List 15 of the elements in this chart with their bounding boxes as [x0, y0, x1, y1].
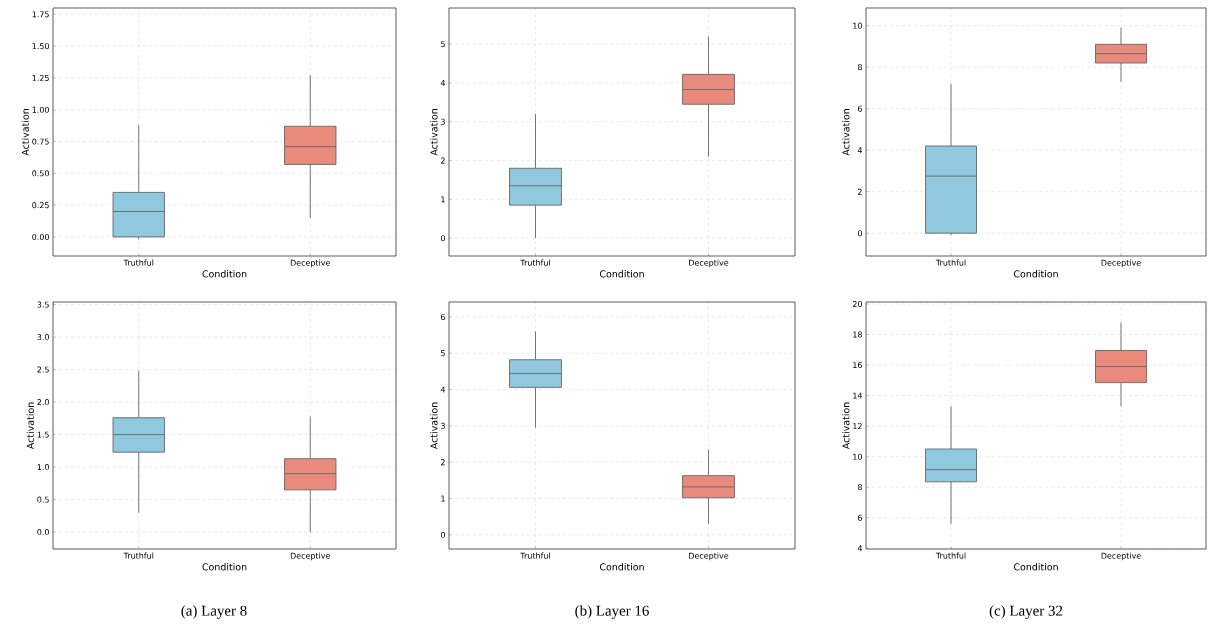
- x-axis-title: Condition: [599, 270, 644, 278]
- text: (b) Layer 16: [575, 605, 649, 619]
- y-axis-title: Activation: [21, 109, 29, 156]
- y-axis-title: Activation: [430, 109, 438, 156]
- y-axis-title: Activation: [26, 402, 34, 450]
- y-axis-title: Activation: [842, 402, 850, 450]
- x-axis-title: Condition: [202, 270, 247, 278]
- y-axis-title: Activation: [430, 402, 438, 450]
- x-axis-title: Condition: [1013, 270, 1058, 278]
- x-axis-title: Condition: [599, 563, 644, 571]
- y-axis-title: Activation: [842, 109, 850, 156]
- x-axis-title: Condition: [202, 563, 247, 571]
- text: (a) Layer 8: [181, 605, 247, 619]
- text: (c) Layer 32: [989, 605, 1063, 619]
- x-axis-title: Condition: [1013, 563, 1058, 571]
